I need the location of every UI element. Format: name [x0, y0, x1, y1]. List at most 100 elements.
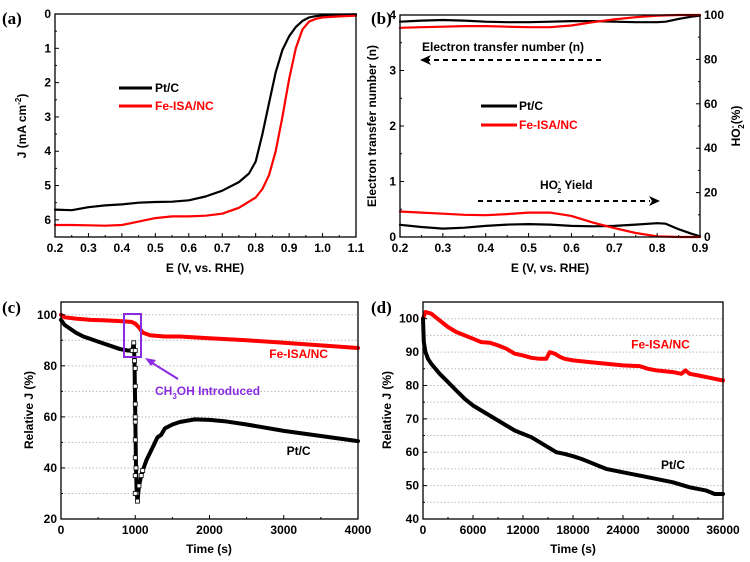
- chart-c-xlabel: Time (s): [186, 542, 232, 556]
- y-tick-label: 3: [389, 64, 396, 78]
- data-point-marker: [132, 401, 138, 407]
- y-tick-label: 60: [44, 410, 58, 424]
- y-tick-label: 90: [406, 345, 420, 359]
- x-tick-label: 0.9: [281, 241, 298, 255]
- x-tick-label: 0.4: [114, 241, 131, 255]
- series-line-fe-isa-nc-ho2-yield: [398, 210, 702, 239]
- series-line-pt-c-n: [398, 14, 702, 24]
- data-point-marker: [132, 473, 138, 479]
- y-right-tick-label: 0: [704, 230, 711, 244]
- x-tick-label: 0.5: [520, 241, 537, 255]
- x-tick-label: 30000: [656, 523, 690, 537]
- x-tick-label: 0.8: [649, 241, 666, 255]
- annotation-ho2-yield: HO- 2 Yield: [540, 178, 593, 195]
- y-right-tick-label: 100: [704, 8, 724, 22]
- series-line-fe-isa-nc: [421, 310, 725, 383]
- y-tick-label: 100: [37, 308, 57, 322]
- y-tick-label: 0: [44, 7, 51, 21]
- arrow-head-icon: [145, 358, 156, 366]
- chart-b-ylabel-right-main: HO: [729, 128, 743, 146]
- series-line-pt-c: [421, 316, 725, 496]
- ch3oh-sub: 3: [172, 392, 177, 401]
- series-label-fe-isa-nc: Fe-ISA/NC: [631, 338, 690, 352]
- data-point-marker: [132, 419, 138, 425]
- x-tick-label: 0: [420, 523, 427, 537]
- chart-a-ylabel-end: ): [15, 94, 29, 98]
- panel-label-b: (b): [371, 9, 392, 28]
- x-tick-label: 36000: [706, 523, 740, 537]
- chart-b-ylabel-right-sub: 2: [737, 124, 746, 129]
- data-point-marker: [132, 491, 138, 496]
- legend-label-pt: Pt/C: [519, 99, 543, 113]
- data-point-marker: [136, 483, 142, 489]
- y-tick-label: 1: [389, 175, 396, 189]
- y-tick-label: 5: [44, 179, 51, 193]
- series-line-pt-c: [53, 13, 358, 212]
- y-tick-label: 60: [406, 445, 420, 459]
- chart-a: 0.2 0.3 0.4 0.5 0.6 0.7 0.8 0.9 1.0 1.1 0 1 2 3 4 5 6: [44, 7, 364, 255]
- data-point-marker: [132, 455, 138, 461]
- legend-label-fe: Fe-ISA/NC: [155, 99, 214, 113]
- x-tick-label: 0.2: [47, 241, 64, 255]
- series-label-pt-c: Pt/C: [661, 458, 685, 472]
- y-tick-label: 3: [44, 110, 51, 124]
- x-tick-label: 0.4: [477, 241, 494, 255]
- x-tick-label: 0.3: [80, 241, 97, 255]
- y-tick-label: 40: [406, 512, 420, 526]
- series-line-fe-isa-nc-n: [398, 13, 702, 29]
- x-tick-label: 3000: [270, 523, 297, 537]
- chart-c-ylabel: Relative J (%): [22, 371, 36, 449]
- data-point-marker: [133, 465, 139, 471]
- series-label-fe-isa-nc: Fe-ISA/NC: [269, 347, 328, 361]
- data-point-marker: [132, 348, 138, 353]
- x-tick-label: 0.9: [692, 241, 709, 255]
- legend-label-fe: Fe-ISA/NC: [519, 118, 578, 132]
- x-tick-label: 6000: [460, 523, 487, 537]
- ch3oh-end: OH Introduced: [177, 384, 260, 398]
- chart-b-ylabel: Electron transfer number (n): [365, 45, 379, 207]
- data-point-marker: [132, 414, 138, 420]
- data-point-marker: [138, 473, 144, 479]
- x-tick-label: 0.8: [247, 241, 264, 255]
- ch3oh-main: CH: [155, 384, 172, 398]
- series-label-pt-c: Pt/C: [287, 444, 311, 458]
- chart-b-ylabel-right: HO-2(%): [728, 106, 746, 147]
- x-tick-label: 1.0: [314, 241, 331, 255]
- data-point-marker: [140, 468, 146, 473]
- chart-b-ylabel-right-end: (%): [729, 106, 743, 125]
- arrow-right-icon: [649, 196, 660, 206]
- series-line-pt-c-ho2-yield: [398, 222, 702, 238]
- chart-a-xlabel: E (V, vs. RHE): [166, 261, 244, 275]
- chart-a-ylabel: J (mA cm-2): [14, 94, 29, 159]
- chart-b-legend: Pt/C Fe-ISA/NC: [481, 99, 578, 132]
- y-tick-label: 2: [389, 119, 396, 133]
- data-point-marker: [135, 498, 140, 504]
- y-tick-label: 100: [399, 312, 419, 326]
- legend-label-pt: Pt/C: [155, 81, 179, 95]
- data-point-marker: [132, 358, 137, 364]
- y-tick-label: 4: [389, 8, 396, 22]
- x-tick-label: 0.6: [563, 241, 580, 255]
- y-right-tick-label: 40: [704, 141, 718, 155]
- x-tick-label: 1.1: [348, 241, 365, 255]
- arrow-right-ho2-yield: [478, 196, 660, 206]
- x-tick-label: 0.2: [392, 241, 409, 255]
- x-tick-label: 2000: [196, 523, 223, 537]
- y-tick-label: 50: [406, 479, 420, 493]
- chart-c-highlight-box: [123, 313, 142, 358]
- x-tick-label: 18000: [556, 523, 590, 537]
- data-point-marker: [132, 365, 138, 371]
- chart-c-annotation-ch3oh: CH3OH Introduced: [155, 384, 260, 401]
- y-tick-label: 80: [44, 359, 58, 373]
- panel-label-a: (a): [2, 9, 22, 28]
- chart-d-ylabel: Relative J (%): [380, 371, 394, 449]
- plot-frame: [422, 301, 724, 520]
- arrow-left-electron-transfer: [420, 55, 605, 65]
- x-tick-label: 0: [58, 523, 65, 537]
- series-line-fe-isa-nc: [53, 14, 358, 227]
- data-point-marker: [132, 383, 138, 389]
- y-right-tick-label: 80: [704, 52, 718, 66]
- y-tick-label: 70: [406, 412, 420, 426]
- y-right-tick-label: 60: [704, 97, 718, 111]
